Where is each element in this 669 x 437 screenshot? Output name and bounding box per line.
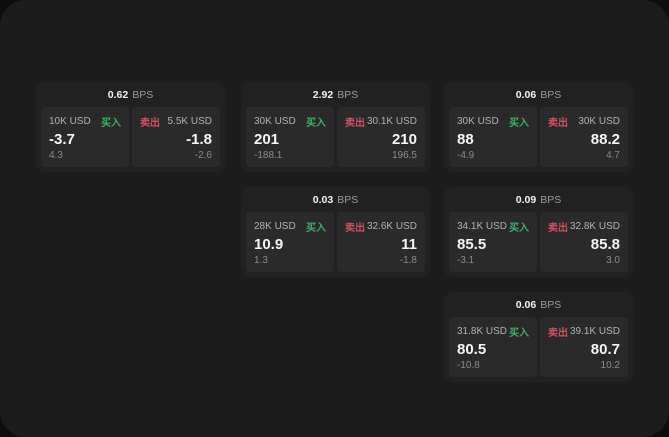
bps-value: 2.92 [312, 88, 334, 101]
card-header: 2.92 BPS [246, 82, 425, 107]
sell-secondary-value: -2.6 [194, 150, 212, 161]
sell-size: 39.1K USD [569, 326, 620, 337]
sell-price: 210 [391, 131, 417, 148]
sell-secondary-value: 4.7 [606, 150, 620, 161]
quote-card: 0.06 BPS 31.8K USD 买入 80.5 -10.8 卖出 39.1… [444, 292, 633, 382]
buy-size: 31.8K USD [457, 326, 508, 337]
buy-label: 买入 [306, 118, 326, 129]
card-header: 0.09 BPS [449, 187, 628, 212]
sell-size: 32.6K USD [366, 221, 417, 232]
buy-panel[interactable]: 28K USD 买入 10.9 1.3 [246, 212, 334, 272]
bps-unit-label: BPS [540, 298, 562, 311]
sell-secondary-value: 3.0 [606, 255, 620, 266]
buy-panel[interactable]: 34.1K USD 买入 85.5 -3.1 [449, 212, 537, 272]
buy-label: 买入 [509, 223, 529, 234]
buy-label: 买入 [101, 118, 121, 129]
sell-panel[interactable]: 卖出 32.8K USD 85.8 3.0 [540, 212, 628, 272]
sell-label: 卖出 [548, 223, 568, 234]
buy-label: 买入 [509, 328, 529, 339]
bps-unit-label: BPS [337, 88, 359, 101]
bps-value: 0.06 [515, 88, 537, 101]
quote-panels: 30K USD 买入 201 -188.1 卖出 30.1K USD 210 1… [246, 107, 425, 167]
buy-secondary-value: -3.1 [457, 255, 475, 266]
quote-card: 0.03 BPS 28K USD 买入 10.9 1.3 卖出 32.6K US… [241, 187, 430, 277]
bps-unit-label: BPS [337, 193, 359, 206]
bps-value: 0.06 [515, 298, 537, 311]
buy-size: 30K USD [457, 116, 499, 127]
sell-panel[interactable]: 卖出 30K USD 88.2 4.7 [540, 107, 628, 167]
bps-unit-label: BPS [540, 88, 562, 101]
buy-secondary-value: 4.3 [49, 150, 63, 161]
buy-secondary-value: 1.3 [254, 255, 268, 266]
bps-value: 0.03 [312, 193, 334, 206]
buy-price: 88 [457, 131, 474, 148]
buy-price: 80.5 [457, 341, 487, 358]
buy-label: 买入 [306, 223, 326, 234]
quote-panels: 30K USD 买入 88 -4.9 卖出 30K USD 88.2 4.7 [449, 107, 628, 167]
buy-size: 34.1K USD [457, 221, 508, 232]
bps-unit-label: BPS [132, 88, 154, 101]
quote-card: 2.92 BPS 30K USD 买入 201 -188.1 卖出 30.1K … [241, 82, 430, 172]
sell-size: 32.8K USD [569, 221, 620, 232]
buy-panel[interactable]: 30K USD 买入 201 -188.1 [246, 107, 334, 167]
buy-size: 28K USD [254, 221, 296, 232]
bps-value: 0.09 [515, 193, 537, 206]
bps-unit-label: BPS [540, 193, 562, 206]
bps-value: 0.62 [107, 88, 129, 101]
buy-price: 201 [254, 131, 280, 148]
buy-panel[interactable]: 30K USD 买入 88 -4.9 [449, 107, 537, 167]
sell-panel[interactable]: 卖出 30.1K USD 210 196.5 [337, 107, 425, 167]
sell-panel[interactable]: 卖出 32.6K USD 11 -1.8 [337, 212, 425, 272]
sell-size: 30.1K USD [366, 116, 417, 127]
card-header: 0.62 BPS [41, 82, 220, 107]
sell-label: 卖出 [140, 118, 160, 129]
quote-panels: 34.1K USD 买入 85.5 -3.1 卖出 32.8K USD 85.8… [449, 212, 628, 272]
buy-secondary-value: -4.9 [457, 150, 475, 161]
quote-card: 0.06 BPS 30K USD 买入 88 -4.9 卖出 30K USD 8… [444, 82, 633, 172]
sell-panel[interactable]: 卖出 5.5K USD -1.8 -2.6 [132, 107, 220, 167]
quote-card: 0.62 BPS 10K USD 买入 -3.7 4.3 卖出 5.5K USD… [36, 82, 225, 172]
sell-price: 85.8 [590, 236, 620, 253]
buy-panel[interactable]: 31.8K USD 买入 80.5 -10.8 [449, 317, 537, 377]
sell-secondary-value: -1.8 [399, 255, 417, 266]
sell-size: 30K USD [578, 116, 620, 127]
sell-label: 卖出 [345, 223, 365, 234]
sell-secondary-value: 196.5 [391, 150, 417, 161]
sell-price: 80.7 [590, 341, 620, 358]
sell-size: 5.5K USD [167, 116, 212, 127]
sell-price: 88.2 [590, 131, 620, 148]
card-header: 0.06 BPS [449, 292, 628, 317]
quote-panels: 31.8K USD 买入 80.5 -10.8 卖出 39.1K USD 80.… [449, 317, 628, 377]
buy-secondary-value: -188.1 [254, 150, 283, 161]
quote-panels: 28K USD 买入 10.9 1.3 卖出 32.6K USD 11 -1.8 [246, 212, 425, 272]
sell-price: 11 [401, 236, 417, 253]
card-header: 0.06 BPS [449, 82, 628, 107]
buy-size: 30K USD [254, 116, 296, 127]
quote-card: 0.09 BPS 34.1K USD 买入 85.5 -3.1 卖出 32.8K… [444, 187, 633, 277]
sell-secondary-value: 10.2 [600, 360, 620, 371]
sell-label: 卖出 [548, 118, 568, 129]
buy-panel[interactable]: 10K USD 买入 -3.7 4.3 [41, 107, 129, 167]
sell-panel[interactable]: 卖出 39.1K USD 80.7 10.2 [540, 317, 628, 377]
buy-price: 10.9 [254, 236, 284, 253]
buy-price: -3.7 [49, 131, 75, 148]
sell-label: 卖出 [345, 118, 365, 129]
buy-secondary-value: -10.8 [457, 360, 480, 371]
card-header: 0.03 BPS [246, 187, 425, 212]
quote-panels: 10K USD 买入 -3.7 4.3 卖出 5.5K USD -1.8 -2.… [41, 107, 220, 167]
buy-label: 买入 [509, 118, 529, 129]
buy-price: 85.5 [457, 236, 487, 253]
sell-price: -1.8 [186, 131, 212, 148]
sell-label: 卖出 [548, 328, 568, 339]
buy-size: 10K USD [49, 116, 91, 127]
